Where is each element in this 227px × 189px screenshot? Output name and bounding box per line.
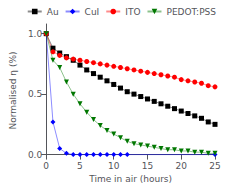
svg-text:ITO: ITO (125, 7, 140, 17)
svg-text:0: 0 (43, 161, 49, 171)
svg-text:20: 20 (176, 161, 188, 171)
svg-text:10: 10 (108, 161, 120, 171)
svg-text:Time in air (hours): Time in air (hours) (88, 174, 172, 184)
svg-text:0.5: 0.5 (28, 89, 42, 99)
svg-text:Au: Au (47, 7, 59, 17)
svg-text:15: 15 (142, 161, 153, 171)
svg-text:25: 25 (209, 161, 220, 171)
svg-text:5: 5 (77, 161, 83, 171)
svg-text:CuI: CuI (85, 7, 100, 17)
svg-text:0.0: 0.0 (28, 150, 43, 160)
svg-text:Normalised η (%): Normalised η (%) (8, 51, 18, 129)
svg-text:PEDOT:PSS: PEDOT:PSS (166, 7, 216, 17)
svg-text:1.0: 1.0 (28, 29, 43, 39)
